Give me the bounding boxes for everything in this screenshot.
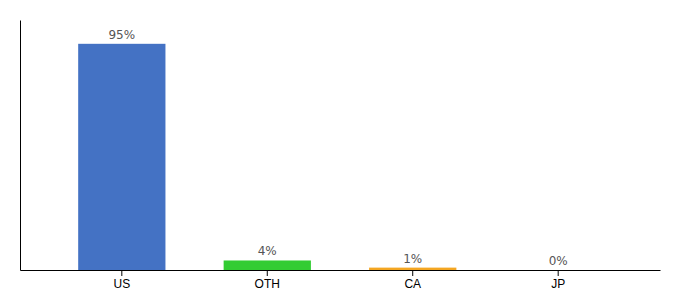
x-tick: US — [113, 270, 130, 291]
x-tick-mark — [558, 270, 559, 276]
chart: US OTH CA JP 95% 4% 1% 0% — [0, 0, 680, 300]
data-label: 4% — [258, 244, 277, 258]
y-axis-line — [20, 21, 21, 271]
x-tick-mark — [121, 270, 122, 276]
data-labels: 95% 4% 1% 0% — [108, 28, 567, 268]
x-tick-label: CA — [404, 277, 421, 291]
x-tick-mark — [412, 270, 413, 276]
data-label: 95% — [108, 28, 135, 42]
bar — [369, 268, 456, 270]
x-axis: US OTH CA JP — [21, 270, 661, 291]
x-tick-mark — [267, 270, 268, 276]
bar — [515, 270, 602, 271]
bar — [78, 44, 165, 270]
x-tick: JP — [551, 270, 565, 291]
x-tick-label: JP — [551, 277, 565, 291]
bars — [78, 44, 456, 270]
x-axis-line — [21, 270, 661, 271]
x-tick: CA — [404, 270, 421, 291]
y-axis — [20, 21, 21, 271]
data-label: 1% — [403, 252, 422, 266]
x-tick-label: US — [113, 277, 130, 291]
data-label: 0% — [549, 254, 568, 268]
x-tick: OTH — [255, 270, 280, 291]
bar — [224, 260, 311, 270]
plot: US OTH CA JP 95% 4% 1% 0% — [21, 21, 661, 291]
x-tick-label: OTH — [255, 277, 280, 291]
